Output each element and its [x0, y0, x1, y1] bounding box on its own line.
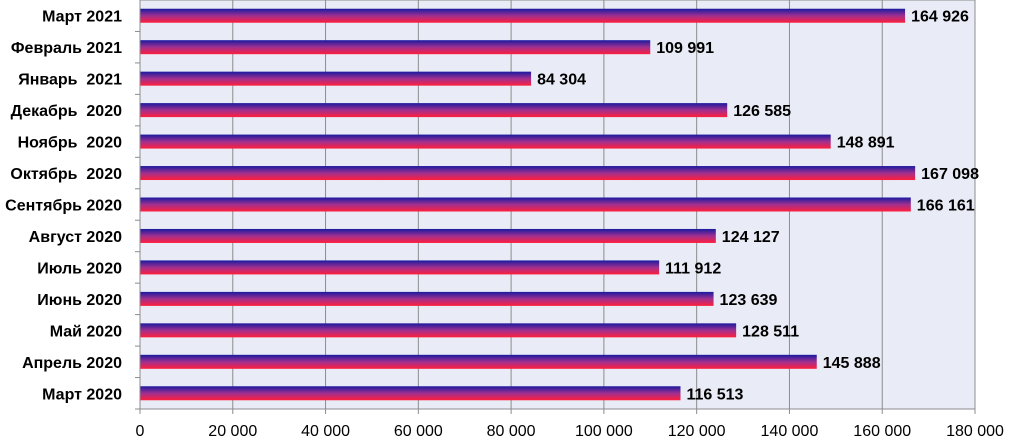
data-label: 116 513	[686, 386, 743, 403]
data-label: 126 585	[733, 103, 791, 120]
data-label: 148 891	[837, 135, 895, 152]
bar	[140, 166, 916, 181]
category-label: Август 2020	[29, 229, 122, 246]
x-tick-label: 20 000	[208, 423, 257, 440]
bar	[140, 260, 660, 275]
bar	[140, 103, 728, 118]
data-label: 111 912	[665, 260, 721, 277]
data-label: 123 639	[720, 292, 778, 309]
category-label: Июль 2020	[37, 260, 122, 277]
bar	[140, 134, 831, 149]
data-label: 84 304	[537, 72, 586, 89]
x-tick-label: 100 000	[575, 423, 633, 440]
x-tick-label: 140 000	[761, 423, 819, 440]
bar	[140, 323, 737, 338]
category-label: Апрель 2020	[22, 355, 122, 372]
bar	[140, 354, 817, 369]
x-tick-label: 40 000	[301, 423, 350, 440]
bar	[140, 228, 716, 243]
axes	[135, 0, 976, 414]
x-tick-label: 0	[136, 423, 145, 440]
category-label: Декабрь 2020	[11, 103, 122, 120]
data-label: 164 926	[911, 9, 969, 26]
category-label: Март 2020	[42, 386, 122, 403]
data-label: 167 098	[921, 166, 979, 183]
category-label: Февраль 2021	[11, 40, 122, 57]
category-label: Ноябрь 2020	[18, 135, 123, 152]
bar	[140, 291, 714, 306]
x-tick-label: 80 000	[487, 423, 536, 440]
x-tick-label: 160 000	[853, 423, 911, 440]
x-tick-label: 60 000	[394, 423, 443, 440]
bar	[140, 197, 911, 212]
category-label: Май 2020	[50, 323, 122, 340]
category-label: Сентябрь 2020	[5, 198, 122, 215]
x-tick-label: 180 000	[946, 423, 1004, 440]
bars	[140, 8, 916, 401]
category-label: Март 2021	[42, 9, 122, 26]
bar	[140, 71, 532, 86]
category-label: Октябрь 2020	[10, 166, 122, 183]
data-label: 145 888	[823, 355, 881, 372]
category-label: Июнь 2020	[37, 292, 122, 309]
data-label: 166 161	[917, 198, 975, 215]
bar	[140, 40, 651, 55]
category-label: Январь 2021	[18, 72, 122, 89]
x-tick-label: 120 000	[668, 423, 726, 440]
data-label: 128 511	[742, 323, 799, 340]
data-label: 109 991	[656, 40, 714, 57]
data-label: 124 127	[722, 229, 780, 246]
bar	[140, 8, 906, 23]
labels: 0 20 000 40 000 60 000 80 000 100 000 120 000 1…	[5, 9, 1004, 440]
bar	[140, 386, 681, 401]
